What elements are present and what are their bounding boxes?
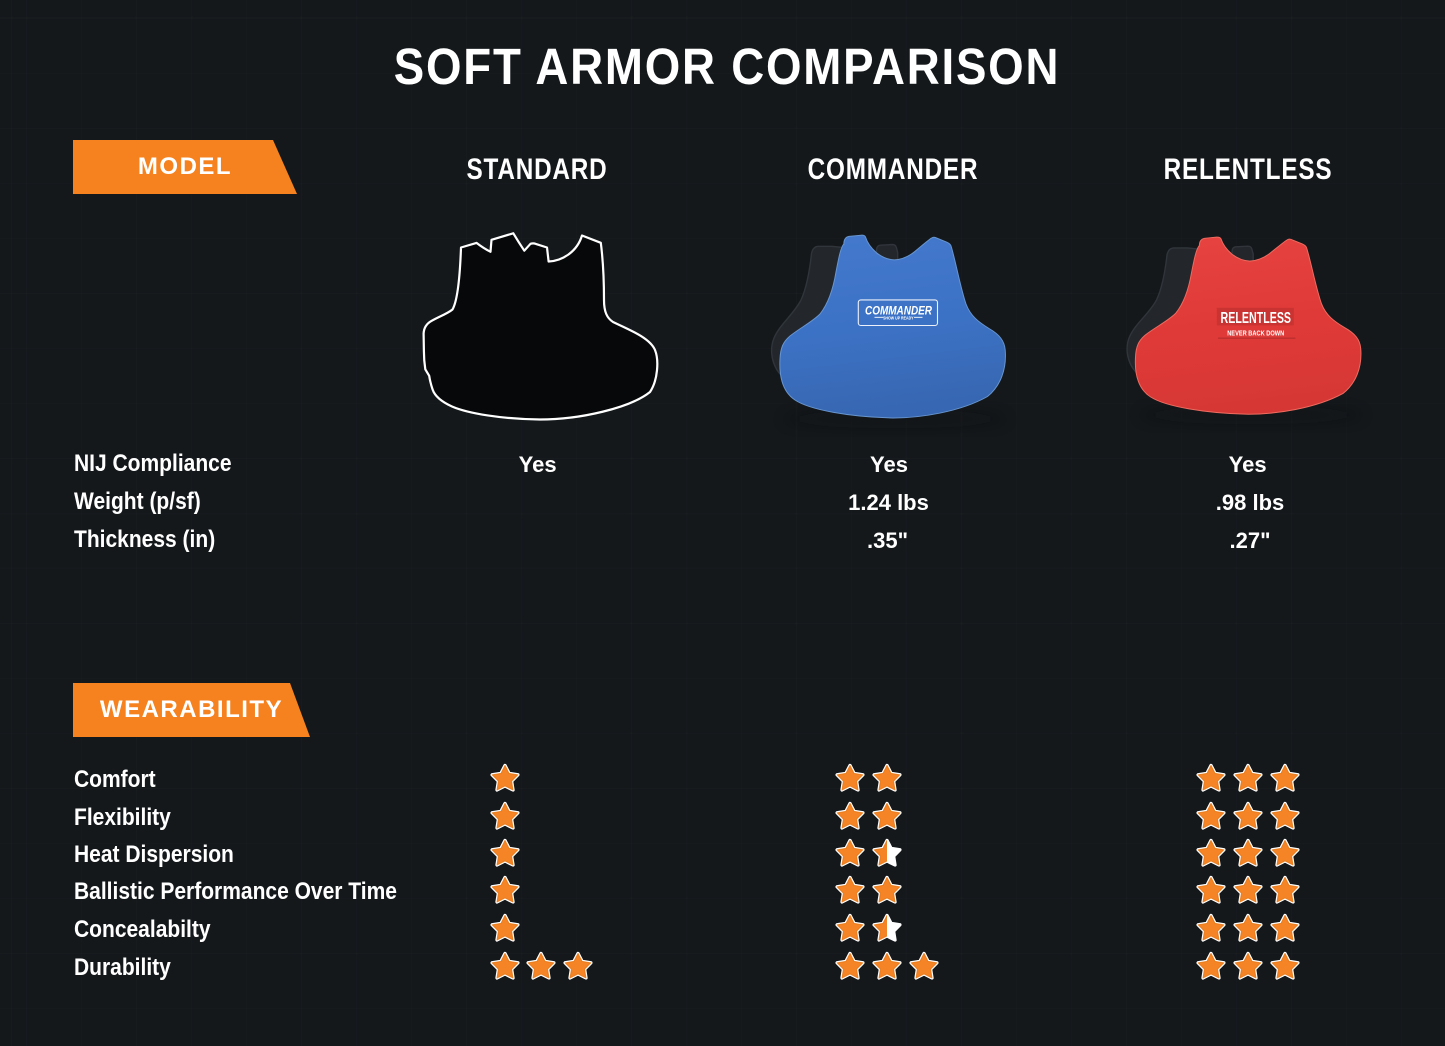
svg-text:COMMANDER: COMMANDER — [865, 303, 932, 317]
svg-text:SHOW UP READY: SHOW UP READY — [883, 316, 914, 322]
svg-text:NEVER BACK DOWN: NEVER BACK DOWN — [1227, 328, 1284, 337]
svg-text:RELENTLESS: RELENTLESS — [1221, 310, 1292, 327]
